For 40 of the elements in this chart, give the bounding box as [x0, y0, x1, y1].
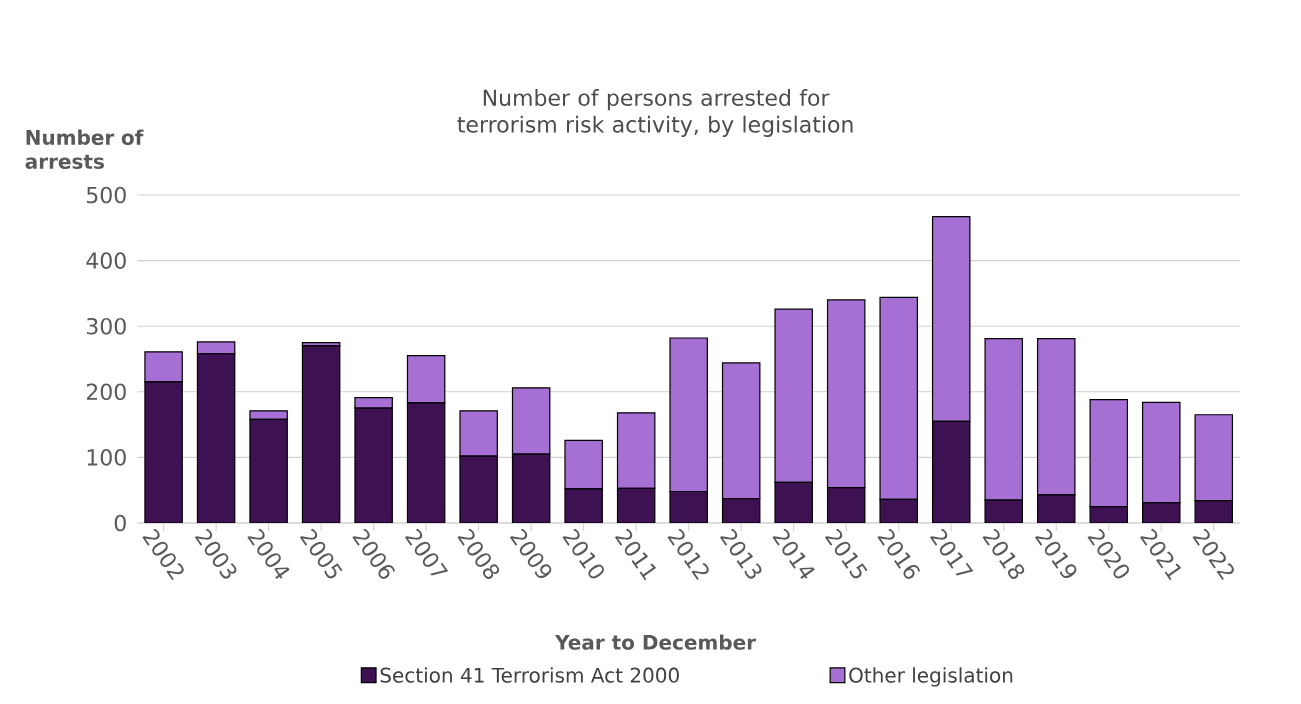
bar: [1089, 399, 1129, 508]
y-tick-label: 300: [86, 317, 126, 335]
bar: [564, 488, 603, 523]
chart-title: Number of persons arrested for terrorism risk activity, by legislation: [457, 89, 853, 137]
bar: [617, 488, 655, 523]
bar: [616, 412, 656, 489]
bar: [880, 499, 918, 523]
bar: [407, 402, 445, 523]
bar: [670, 491, 708, 523]
bar: [1141, 401, 1181, 504]
bar: [827, 487, 865, 523]
bar: [302, 345, 340, 523]
bar: [354, 397, 393, 409]
bar: [1142, 502, 1180, 523]
bar: [721, 362, 761, 500]
bar: [1037, 494, 1075, 523]
bar: [511, 387, 551, 455]
bar: [354, 408, 393, 523]
bar: [144, 381, 183, 523]
y-tick-label: 0: [114, 514, 126, 532]
bar: [1194, 500, 1234, 523]
y-tick-label: 400: [86, 252, 126, 269]
bar: [932, 421, 970, 523]
y-tick-label: 100: [87, 449, 126, 466]
bar: [459, 410, 498, 457]
x-axis-title: Year to December: [554, 634, 756, 650]
bar: [197, 353, 235, 523]
bar: [512, 454, 550, 523]
bar: [406, 355, 446, 404]
y-tick-label: 200: [86, 383, 126, 401]
y-tick-label: 500: [87, 186, 126, 204]
legend-label: Section 41 Terrorism Act 2000: [380, 667, 679, 683]
bar: [722, 498, 760, 523]
bar: [459, 456, 498, 523]
bar: [249, 419, 288, 523]
bar: [564, 439, 603, 490]
legend-label: Other legislation: [849, 667, 1013, 687]
bar: [775, 482, 813, 523]
y-axis-title: Number of arrests: [25, 129, 144, 169]
bar: [249, 410, 288, 420]
